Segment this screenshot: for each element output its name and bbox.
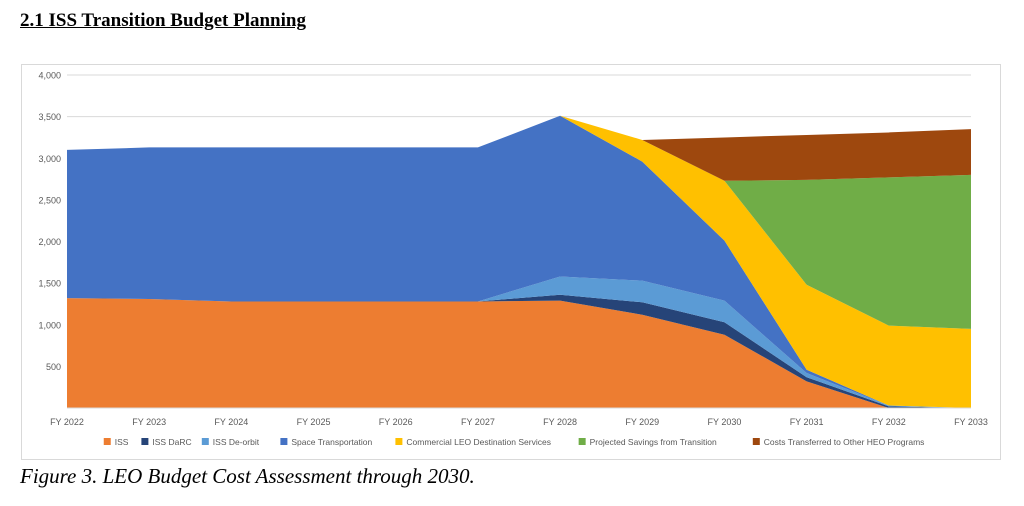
legend-swatch <box>201 438 209 445</box>
area-projected-savings-from-transition <box>67 115 971 329</box>
y-tick-label: 1,500 <box>38 279 61 289</box>
chart-legend: ISS ISS DaRC ISS De-orbit Space Transportat… <box>103 437 925 447</box>
x-tick-label: FY 2024 <box>214 417 248 427</box>
x-tick-label: FY 2025 <box>297 417 331 427</box>
y-tick-label: 3,500 <box>38 112 61 122</box>
legend-label: ISS <box>115 437 129 447</box>
area-commercial-leo-destination-services <box>67 115 971 408</box>
y-tick-label: 2,000 <box>38 237 61 247</box>
legend-label: ISS DaRC <box>152 437 191 447</box>
legend-swatch <box>578 438 586 445</box>
x-tick-label: FY 2031 <box>790 417 824 427</box>
figure-caption: Figure 3. LEO Budget Cost Assessment thr… <box>20 464 475 488</box>
legend-label: ISS De-orbit <box>213 437 260 447</box>
y-tick-label: 1,000 <box>38 320 61 330</box>
chart-axes: 500 1,000 1,500 2,000 2,500 3,000 3,500 4,000 FY… <box>38 71 987 428</box>
x-tick-label: FY 2026 <box>379 417 413 427</box>
area-costs-transferred-to-other-heo-programs <box>67 115 971 181</box>
y-tick-label: 3,000 <box>38 154 61 164</box>
legend-swatch <box>103 438 111 445</box>
x-tick-label: FY 2022 <box>50 417 84 427</box>
x-tick-label: FY 2028 <box>543 417 577 427</box>
legend-swatch <box>141 438 149 445</box>
y-tick-label: 2,500 <box>38 195 61 205</box>
legend-label: Commercial LEO Destination Services <box>406 437 551 447</box>
section-heading: 2.1 ISS Transition Budget Planning <box>20 10 306 31</box>
x-tick-label: FY 2027 <box>461 417 495 427</box>
x-tick-label: FY 2023 <box>132 417 166 427</box>
x-tick-label: FY 2030 <box>708 417 742 427</box>
y-tick-label: 4,000 <box>38 71 61 81</box>
legend-swatch <box>752 438 760 445</box>
legend-swatch <box>395 438 403 445</box>
x-tick-label: FY 2033 <box>954 417 988 427</box>
legend-swatch <box>280 438 288 445</box>
legend-label: Projected Savings from Transition <box>590 437 717 447</box>
budget-area-chart: 500 1,000 1,500 2,000 2,500 3,000 3,500 4,000 FY… <box>38 71 987 448</box>
legend-label: Space Transportation <box>291 437 372 447</box>
x-tick-label: FY 2029 <box>625 417 659 427</box>
area-space-transportation <box>67 115 971 408</box>
area-iss <box>67 298 971 408</box>
chart-areas <box>67 115 971 408</box>
legend-label: Costs Transferred to Other HEO Programs <box>764 437 925 447</box>
x-tick-label: FY 2032 <box>872 417 906 427</box>
y-tick-label: 500 <box>46 362 61 372</box>
